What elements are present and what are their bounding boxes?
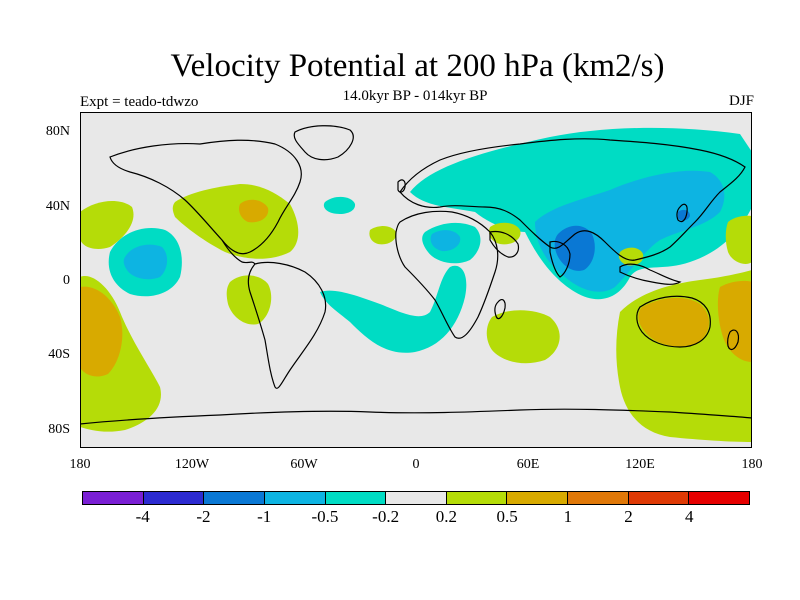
coastline-arabia [489,230,520,258]
coastline-africa [395,210,499,339]
contour-gold-namerica [238,199,269,223]
lat-label-80s: 80S [48,422,70,437]
lon-label-120w: 120W [174,457,210,472]
coastline-uk [397,179,406,193]
coastline-eurasia [399,138,746,261]
lon-label-120e: 120E [625,457,655,472]
coastline-japan [676,203,688,223]
coastlines [80,125,752,425]
colorbar-box-5 [386,492,447,504]
contour-cyan-africa [430,230,461,252]
colorbar-label-4: -0.2 [372,507,400,526]
colorbar-box-6 [446,492,508,504]
colorbar-label-7: 1 [563,507,573,526]
contour-teal-atlantic [320,265,467,353]
experiment-label: Expt = teado-tdwzo [80,94,199,110]
colorbar-label-0: -4 [135,507,150,526]
colorbar-box-2 [204,492,265,504]
coastline-greenland [293,125,354,161]
contour-lime-brazil [226,275,272,325]
contour-lime-indonesia [618,247,644,266]
lat-label-40n: 40N [45,199,70,214]
colorbar-label-6: 0.5 [496,507,518,526]
colorbar-box-0 [83,492,144,504]
colorbar-box-9 [628,492,690,504]
coastline-madagascar [494,298,506,320]
contour-lime-caribbean [369,226,397,245]
contour-blue-india [554,225,595,271]
colorbar-label-1: -2 [196,507,211,526]
coastline-antarctica [80,408,752,425]
colorbar-label-5: 0.2 [435,507,457,526]
map-title: Velocity Potential at 200 hPa (km2/s) [170,48,665,84]
period-subtitle: 14.0kyr BP - 014kyr BP [342,88,488,104]
colorbar-label-2: -1 [257,507,272,526]
contour-lime-wpacific [725,215,752,264]
lon-label-60w: 60W [290,457,318,472]
coastline-indonesia [619,263,682,285]
contour-lime-epacific [80,200,134,249]
colorbar-box-7 [507,492,569,504]
contour-cyan-pacific [123,244,168,280]
colorbar-label-9: 4 [685,507,694,526]
season-label: DJF [728,93,754,109]
coastline-australia [636,295,711,348]
lon-label-0: 0 [412,457,420,472]
colorbar-box-8 [568,492,629,504]
velocity-potential-map [80,112,752,448]
colorbar-box-3 [264,492,326,504]
contour-gold-australia [638,297,710,347]
lat-label-0: 0 [63,273,70,288]
lat-label-80n: 80N [45,124,70,139]
coastline-south-america [247,261,327,389]
coastline-central-america [221,239,256,265]
coastline-india [549,240,571,278]
lon-label-60e: 60E [516,457,540,472]
colorbar-label-3: -0.5 [311,507,339,526]
coastline-new-zealand [727,329,740,351]
colorbar-label-8: 2 [624,507,633,526]
coastline-north-america [109,139,302,255]
contour-teal-natlantic [323,196,356,214]
colorbar-box-10 [689,492,750,504]
lat-label-40s: 40S [48,347,70,362]
colorbar [82,491,750,505]
lon-label-180w: 180 [69,457,91,472]
colorbar-box-4 [325,492,387,504]
colorbar-box-1 [143,492,205,504]
map-frame [80,112,752,448]
contour-gold-spacific [80,286,123,377]
contour-lime-indian [486,310,560,364]
contour-lime-namerica [172,184,299,259]
contour-gold-tasman [717,280,752,362]
lon-label-180e: 180 [741,457,763,472]
